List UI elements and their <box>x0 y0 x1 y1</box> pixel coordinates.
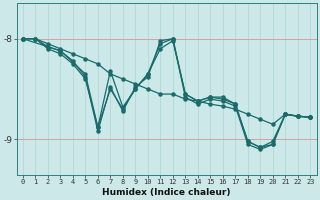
X-axis label: Humidex (Indice chaleur): Humidex (Indice chaleur) <box>102 188 231 197</box>
